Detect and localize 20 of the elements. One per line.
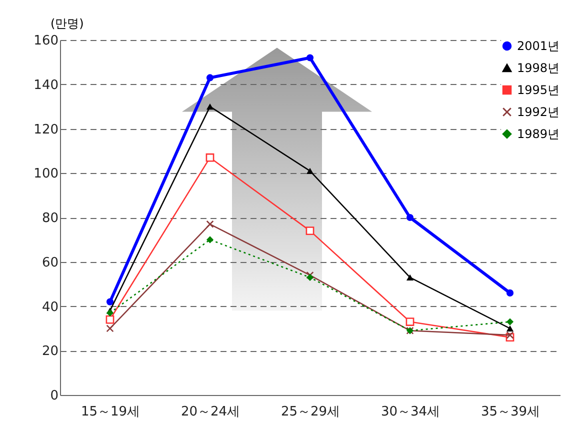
x-tick-label: 20～24세 (180, 404, 240, 420)
legend-label: 1992년 (517, 105, 560, 119)
x-tick-label: 15～19세 (80, 404, 140, 420)
legend-label: 2001년 (517, 39, 560, 53)
x-tick-label: 35～39세 (480, 404, 540, 420)
x-tick-label: 30～34세 (380, 404, 440, 420)
y-axis-title: (만명) (50, 16, 84, 30)
y-tick-label: 120 (34, 122, 58, 138)
legend-label: 1989년 (517, 127, 560, 141)
y-tick-label: 160 (34, 34, 58, 48)
y-tick-label: 60 (42, 255, 58, 270)
legend-label: 1998년 (517, 61, 560, 75)
y-tick-label: 0 (50, 388, 58, 404)
y-tick-label: 20 (42, 344, 58, 360)
x-tick-label: 25～29세 (280, 404, 340, 420)
y-tick-label: 40 (42, 300, 58, 315)
y-tick-label: 140 (34, 78, 58, 93)
legend-label: 1995년 (517, 83, 560, 97)
y-tick-label: 80 (42, 211, 58, 226)
y-tick-label: 100 (34, 166, 58, 182)
